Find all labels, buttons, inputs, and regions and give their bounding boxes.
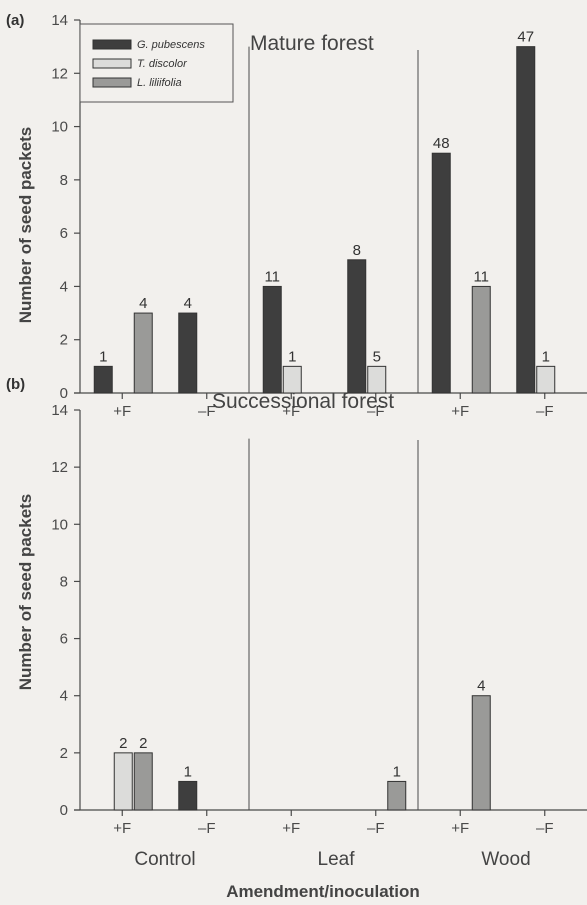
panel-a-data-label: 11 — [264, 268, 280, 285]
panel-a-bar — [262, 285, 282, 394]
panel-a-bar — [347, 259, 367, 394]
panel-b-title: Successional forest — [212, 390, 394, 413]
panel-b-letter: (b) — [6, 376, 25, 393]
legend: G. pubescens T. discolor L. liliifolia — [79, 23, 234, 103]
panel-b-bar — [113, 752, 133, 811]
panel-a-y-tick-label: 0 — [60, 385, 68, 402]
group-label-leaf: Leaf — [318, 849, 356, 870]
panel-b-y-axis-label: Number of seed packets — [16, 494, 35, 691]
legend-label-l-liliifolia: L. liliifolia — [137, 77, 182, 89]
panel-b-data-label: 2 — [139, 735, 147, 752]
panel-a-data-label: 47 — [517, 29, 534, 46]
panel-a-x-tick-label: +F — [282, 403, 300, 420]
panel-b-data-label: 4 — [477, 678, 485, 695]
panel-a-bar — [93, 365, 113, 394]
panel-b-y-tick-label: 4 — [60, 688, 68, 705]
panel-a-y-axis-label: Number of seed packets — [16, 127, 35, 324]
panel-a-bar — [536, 365, 556, 394]
panel-a-bar — [471, 285, 491, 394]
group-labels: Control Leaf Wood — [134, 849, 530, 870]
panel-b-y-tick-label: 12 — [51, 459, 68, 476]
legend-swatch-t-discolor — [92, 58, 132, 69]
panel-b-x-tick-label: +F — [113, 820, 131, 837]
panel-a-y-tick-label: 8 — [60, 172, 68, 189]
panel-a-x-tick-label: –F — [367, 403, 385, 420]
panel-b-y-tick-label: 0 — [60, 802, 68, 819]
panel-b-y-tick-label: 8 — [60, 573, 68, 590]
panel-a-data-label: 8 — [353, 242, 361, 259]
panel-a-data-label: 1 — [542, 348, 550, 365]
panel-a-data-label: 1 — [99, 348, 107, 365]
panel-b-x-tick-label: +F — [451, 820, 469, 837]
panel-b-data-label: 2 — [119, 735, 127, 752]
panel-a-y-tick-label: 4 — [60, 278, 68, 295]
panel-a-x-tick-label: –F — [198, 403, 216, 420]
panel-a-x-tick-label: –F — [536, 403, 554, 420]
panel-b-bar — [387, 780, 407, 811]
panel-b-y-tick-label: 6 — [60, 631, 68, 648]
panel-a-data-label: 11 — [473, 268, 489, 285]
panel-a-bar — [516, 46, 536, 394]
panel-b-y-tick-label: 14 — [51, 402, 68, 419]
panel-a-bar — [133, 312, 153, 394]
panel-b-data-label: 1 — [184, 763, 192, 780]
panel-a-bar — [178, 312, 198, 394]
legend-label-g-pubescens: G. pubescens — [137, 39, 205, 51]
panel-b-bar — [471, 695, 491, 811]
panel-b: (b) Successional forest Number of seed p… — [6, 376, 587, 837]
panel-a-bar — [282, 365, 302, 394]
panel-b-bar — [133, 752, 153, 811]
panel-a-data-label: 4 — [139, 295, 147, 312]
panel-a-y-tick-label: 14 — [51, 12, 68, 29]
panel-a-data-label: 5 — [373, 348, 381, 365]
panel-a-title: Mature forest — [250, 32, 374, 55]
panel-a-y-tick-label: 10 — [51, 119, 68, 136]
legend-label-t-discolor: T. discolor — [137, 58, 188, 70]
panel-a-data-label: 1 — [288, 348, 296, 365]
group-label-wood: Wood — [481, 849, 530, 870]
panel-b-x-tick-label: –F — [198, 820, 216, 837]
panel-a-y-tick-label: 12 — [51, 65, 68, 82]
panel-b-data-label: 1 — [393, 763, 401, 780]
panel-a-y-tick-label: 2 — [60, 332, 68, 349]
legend-swatch-l-liliifolia — [92, 77, 132, 88]
panel-a-x-tick-label: +F — [113, 403, 131, 420]
panel-a-bar — [431, 152, 451, 394]
panel-b-x-tick-label: –F — [536, 820, 554, 837]
panel-a-y-tick-label: 6 — [60, 225, 68, 242]
panel-a-data-label: 48 — [433, 135, 450, 152]
legend-swatch-g-pubescens — [92, 39, 132, 50]
panel-b-y-tick-label: 2 — [60, 745, 68, 762]
panel-a-x-tick-label: +F — [451, 403, 469, 420]
panel-a-bar — [367, 365, 387, 394]
panel-a-data-label: 4 — [184, 295, 192, 312]
panel-a-letter: (a) — [6, 12, 24, 29]
group-label-control: Control — [134, 849, 195, 870]
panel-b-bar — [178, 780, 198, 811]
panel-b-x-tick-label: +F — [282, 820, 300, 837]
x-axis-label: Amendment/inoculation — [226, 882, 420, 901]
panel-b-y-tick-label: 10 — [51, 516, 68, 533]
panel-b-x-tick-label: –F — [367, 820, 385, 837]
